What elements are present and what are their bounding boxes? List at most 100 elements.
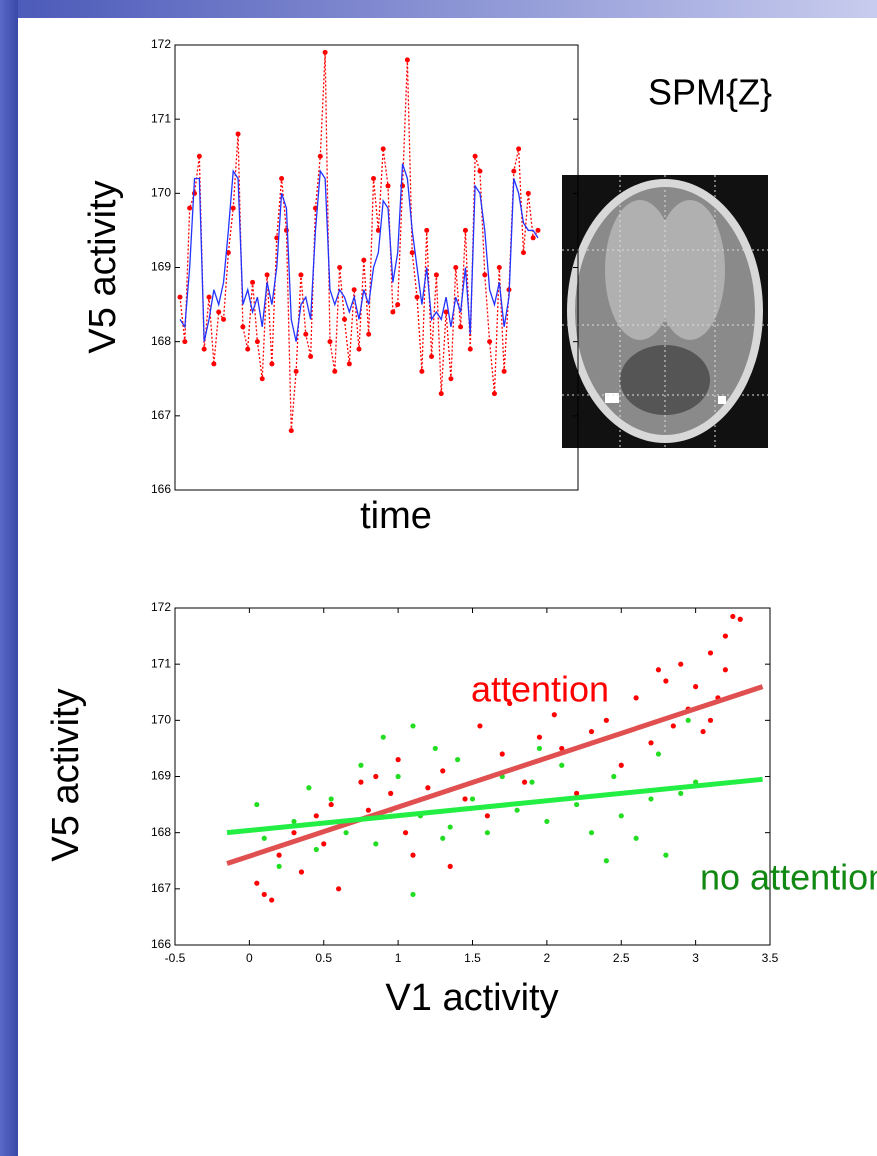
data-point	[321, 841, 327, 847]
data-point	[467, 346, 473, 352]
data-point	[443, 309, 449, 315]
data-point	[336, 886, 342, 892]
data-point	[245, 346, 251, 352]
data-point	[484, 830, 490, 836]
data-point	[395, 757, 401, 763]
data-point	[477, 168, 483, 174]
data-point	[395, 773, 401, 780]
y-axis-label: V5 activity	[45, 688, 87, 861]
data-point	[380, 146, 386, 152]
data-point	[469, 796, 476, 802]
data-point	[211, 361, 217, 367]
data-point	[308, 354, 314, 359]
image-label: SPM{Z}	[648, 72, 772, 113]
data-point	[496, 265, 502, 270]
data-point	[516, 146, 522, 152]
data-point	[343, 830, 349, 836]
data-point	[663, 678, 669, 684]
data-point	[373, 773, 379, 780]
data-point	[511, 168, 517, 174]
series-line	[179, 163, 539, 342]
data-point	[462, 796, 468, 802]
data-point	[288, 428, 294, 434]
data-point	[283, 227, 289, 233]
y-tick-label: 172	[151, 600, 171, 614]
data-point	[678, 790, 684, 796]
data-point	[707, 650, 714, 656]
data-point	[410, 852, 416, 858]
data-point	[544, 818, 550, 825]
series-label: attention	[471, 669, 609, 710]
data-point	[521, 779, 528, 785]
data-point	[685, 717, 691, 723]
data-point	[375, 227, 381, 233]
fit-line	[226, 776, 763, 836]
data-point	[365, 807, 371, 813]
data-point	[298, 272, 304, 278]
data-point	[221, 316, 227, 322]
data-point	[458, 324, 464, 330]
data-point	[235, 131, 241, 137]
data-point	[303, 331, 309, 337]
data-point	[603, 717, 609, 723]
data-point	[230, 205, 236, 211]
y-tick-label: 167	[151, 881, 171, 895]
data-point	[525, 190, 531, 196]
data-point	[322, 49, 328, 55]
data-point	[574, 790, 580, 796]
data-point	[261, 835, 267, 841]
y-tick-label: 166	[151, 482, 171, 496]
x-tick-label: 3.5	[762, 951, 779, 965]
data-point	[356, 346, 362, 352]
data-point	[390, 309, 396, 315]
data-point	[291, 830, 297, 836]
y-tick-label: 170	[151, 713, 171, 727]
x-tick-label: 2.5	[613, 951, 630, 965]
data-point	[707, 717, 714, 723]
data-point	[419, 368, 425, 374]
x-tick-label: 1.5	[464, 951, 481, 965]
data-point	[380, 734, 386, 740]
data-point	[670, 723, 676, 729]
data-point	[693, 684, 699, 690]
data-point	[276, 863, 282, 869]
data-point	[491, 391, 497, 397]
data-point	[404, 57, 410, 63]
data-point	[559, 762, 565, 768]
data-point	[328, 801, 334, 808]
data-point	[448, 376, 454, 382]
data-point	[447, 824, 453, 830]
data-point	[402, 830, 409, 836]
data-point	[477, 723, 483, 729]
data-point	[332, 368, 338, 374]
x-tick-label: 0.5	[315, 951, 332, 965]
data-point	[254, 880, 260, 886]
data-point	[206, 294, 212, 300]
data-point	[269, 897, 275, 903]
data-point	[722, 667, 728, 673]
data-point	[603, 858, 609, 864]
data-point	[700, 728, 706, 735]
data-point	[216, 309, 222, 315]
data-point	[261, 891, 267, 898]
data-point	[177, 294, 183, 300]
data-point	[358, 762, 364, 768]
series-line	[179, 52, 539, 431]
data-point	[499, 751, 505, 757]
data-point	[588, 830, 595, 836]
x-tick-label: 3	[692, 951, 699, 965]
data-point	[259, 376, 265, 382]
data-point	[371, 176, 377, 181]
data-point	[196, 153, 202, 159]
data-point	[306, 785, 312, 791]
data-point	[293, 368, 299, 374]
data-point	[182, 339, 188, 345]
data-point	[472, 153, 478, 159]
data-point	[337, 265, 343, 270]
data-point	[633, 835, 639, 841]
data-point	[341, 316, 347, 322]
data-point	[279, 176, 285, 181]
x-tick-label: 0	[246, 951, 253, 965]
x-axis-label: time	[360, 495, 432, 537]
brain-image	[562, 175, 768, 448]
